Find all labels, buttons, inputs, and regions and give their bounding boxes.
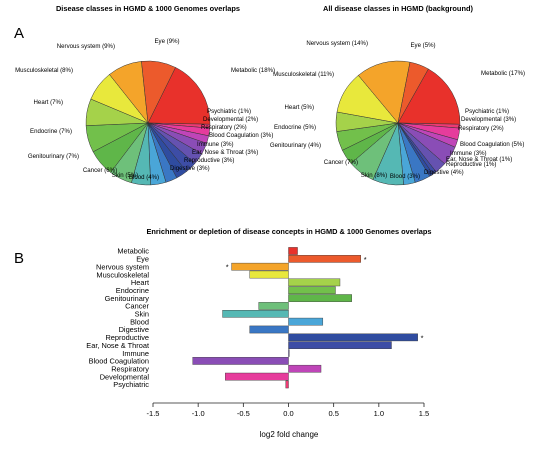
category-label-skin: Skin (135, 310, 149, 319)
pie-label-skin: Skin (8%) (361, 172, 387, 179)
pie-label-skin: Skin (5%) (112, 172, 138, 179)
category-label-endocrine: Endocrine (116, 286, 149, 295)
category-label-blood: Blood (130, 317, 149, 326)
pie-label-ear-nose-throat: Ear, Nose & Throat (1%) (446, 156, 512, 163)
pie-label-blood: Blood (3%) (390, 173, 420, 180)
pie-label-musculoskeletal: Musculoskeletal (11%) (273, 71, 334, 78)
significance-star-eye: * (364, 255, 367, 264)
bar-psychiatric (285, 380, 289, 389)
category-label-respiratory: Respiratory (111, 364, 149, 373)
category-label-reproductive: Reproductive (105, 333, 149, 342)
pie-label-respiratory: Respiratory (2%) (201, 124, 247, 131)
bar-digestive (249, 325, 289, 334)
pie-label-immune: Immune (3%) (450, 150, 487, 157)
x-tick-label: 1.0 (374, 409, 384, 418)
pie-label-immune: Immune (3%) (197, 141, 234, 148)
pie-label-psychiatric: Psychiatric (1%) (465, 108, 509, 115)
pie-label-psychiatric: Psychiatric (1%) (207, 108, 251, 115)
significance-star-reproductive: * (421, 333, 424, 342)
pie-slice-metabolic (147, 67, 211, 125)
category-label-genitourinary: Genitourinary (105, 294, 150, 303)
category-label-metabolic: Metabolic (117, 247, 149, 256)
bar-respiratory (288, 364, 322, 373)
pie-label-metabolic: Metabolic (17%) (481, 70, 525, 77)
bar-blood-coagulation (192, 357, 289, 365)
bar-metabolic (288, 247, 298, 255)
bar-eye (288, 255, 361, 263)
pie-label-heart: Heart (5%) (285, 104, 314, 111)
pie-slice-nervous-system (357, 60, 411, 124)
category-label-immune: Immune (122, 349, 149, 358)
x-tick-label: -1.0 (192, 409, 205, 418)
pie-label-blood-coagulation: Blood Coagulation (5%) (460, 141, 524, 148)
pie-label-ear-nose-throat: Ear, Nose & Throat (3%) (192, 149, 258, 156)
x-axis-label: log2 fold change (260, 430, 319, 439)
pie-label-genitourinary: Genitourinary (4%) (270, 142, 321, 149)
x-tick-label: -1.5 (147, 409, 160, 418)
category-label-eye: Eye (136, 255, 149, 264)
pie-label-digestive: Digestive (3%) (170, 165, 210, 172)
category-label-digestive: Digestive (119, 325, 149, 334)
bar-ear-nose-throat (288, 341, 392, 350)
panel-label-a: A (14, 25, 24, 42)
pie-label-cancer: Cancer (6%) (83, 167, 117, 174)
pie-label-blood: Blood (4%) (129, 174, 159, 181)
pie-label-metabolic: Metabolic (18%) (231, 67, 275, 74)
pie-label-developmental: Developmental (2%) (203, 116, 258, 123)
category-label-cancer: Cancer (125, 302, 149, 311)
pie-label-respiratory: Respiratory (2%) (458, 125, 504, 132)
bar-skin (222, 310, 289, 318)
pie-label-heart: Heart (7%) (34, 99, 63, 106)
bar-endocrine (288, 286, 336, 295)
bar-genitourinary (288, 294, 352, 302)
pie-slice-eye (397, 61, 429, 124)
pie-label-nervous-system: Nervous system (9%) (57, 43, 115, 50)
bar-musculoskeletal (249, 270, 289, 279)
category-label-psychiatric: Psychiatric (113, 380, 149, 389)
pie-label-cancer: Cancer (7%) (324, 159, 358, 166)
pie-label-endocrine: Endocrine (5%) (274, 124, 316, 131)
panel-label-b: B (14, 250, 24, 267)
pie-slice-eye (141, 60, 176, 124)
x-tick-label: -0.5 (237, 409, 250, 418)
x-tick-label: 0.5 (328, 409, 338, 418)
pie-chart-left: Metabolic (18%) Psychiatric (1%)Developme… (15, 38, 275, 186)
category-label-heart: Heart (131, 278, 149, 287)
bar-developmental (225, 372, 289, 381)
pie-label-reproductive: Reproductive (1%) (446, 161, 496, 168)
pie-right-title: All disease classes in HGMD (background) (323, 4, 473, 13)
pie-label-eye: Eye (5%) (410, 42, 435, 49)
bar-blood (288, 317, 324, 326)
category-label-developmental: Developmental (100, 372, 150, 381)
category-label-nervous-system: Nervous system (96, 262, 149, 271)
pie-label-nervous-system: Nervous system (14%) (306, 40, 368, 47)
pie-label-blood-coagulation: Blood Coagulation (3%) (209, 132, 273, 139)
pie-label-developmental: Developmental (3%) (461, 116, 516, 123)
bar-nervous-system (231, 262, 289, 271)
pie-label-genitourinary: Genitourinary (7%) (28, 153, 79, 160)
bar-reproductive (288, 333, 418, 342)
bar-chart-title: Enrichment or depletion of disease conce… (146, 227, 431, 236)
pie-chart-right: Metabolic (17%) Psychiatric (1%)Developme… (270, 40, 525, 186)
category-label-ear-nose-throat: Ear, Nose & Throat (86, 341, 149, 350)
bar-heart (288, 278, 341, 287)
x-tick-label: 0.0 (283, 409, 293, 418)
significance-star-nervous-system: * (226, 263, 229, 272)
category-label-blood-coagulation: Blood Coagulation (89, 357, 149, 366)
x-tick-label: 1.5 (419, 409, 429, 418)
pie-label-digestive: Digestive (4%) (424, 169, 464, 176)
pie-label-eye: Eye (9%) (154, 38, 179, 45)
bar-immune (288, 349, 290, 357)
category-label-musculoskeletal: Musculoskeletal (96, 270, 149, 279)
pie-label-reproductive: Reproductive (3%) (184, 157, 234, 164)
pie-label-musculoskeletal: Musculoskeletal (8%) (15, 67, 73, 74)
pie-slice-metabolic (397, 68, 461, 125)
pie-left-title: Disease classes in HGMD & 1000 Genomes o… (56, 4, 240, 13)
pie-label-endocrine: Endocrine (7%) (30, 128, 72, 135)
bar-cancer (258, 302, 289, 310)
